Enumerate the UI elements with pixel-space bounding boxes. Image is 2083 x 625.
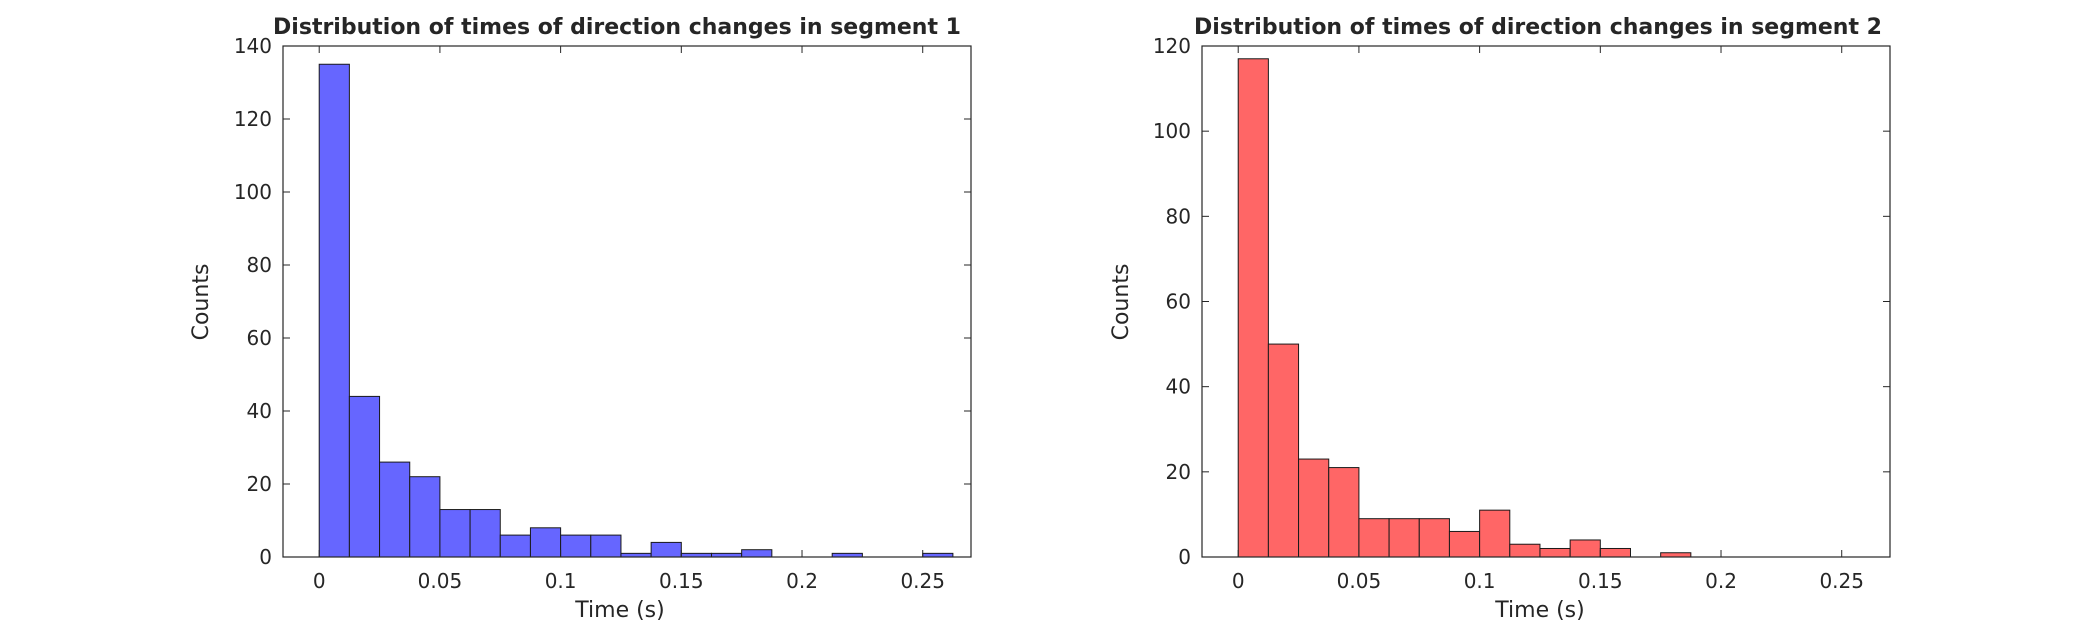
y-tick-label: 80 — [1166, 204, 1191, 228]
histogram-bar — [1237, 58, 1269, 558]
chart-title: Distribution of times of direction chang… — [1194, 15, 1882, 40]
histogram-segment-2: Distribution of times of direction chang… — [1109, 15, 1891, 623]
x-axis-label: Time (s) — [574, 598, 664, 623]
y-tick-label: 60 — [1166, 290, 1191, 314]
x-ticks: 0 0.05 0.1 0.15 0.2 0.25 — [313, 46, 945, 593]
histogram-bar — [741, 549, 773, 558]
histogram-bar — [318, 63, 350, 558]
histogram-bar — [529, 527, 562, 558]
histogram-bar — [1298, 458, 1330, 558]
axes-box — [1201, 45, 1891, 558]
y-tick-label: 120 — [234, 107, 272, 131]
x-tick-label: 0.1 — [545, 569, 577, 593]
x-tick-label: 0.25 — [900, 569, 945, 593]
bar-group — [318, 63, 954, 558]
x-tick-label: 0.2 — [1705, 569, 1737, 593]
histogram-bar — [1388, 518, 1420, 558]
y-tick-label: 60 — [247, 326, 272, 350]
histogram-bar — [439, 509, 471, 558]
y-axis-label: Counts — [1109, 264, 1134, 341]
histogram-segment-1: Distribution of times of direction chang… — [189, 15, 972, 623]
histogram-bar — [1660, 552, 1692, 558]
histogram-bar — [379, 461, 411, 558]
bar-group — [1237, 58, 1692, 558]
histogram-bar — [650, 541, 682, 558]
y-tick-label: 0 — [259, 545, 272, 569]
histogram-bar — [1448, 530, 1481, 558]
x-tick-label: 0.2 — [786, 569, 818, 593]
histogram-bar — [499, 534, 531, 558]
y-tick-label: 100 — [1153, 119, 1191, 143]
histogram-bar — [348, 395, 381, 558]
x-axis-label: Time (s) — [1494, 598, 1584, 623]
y-tick-label: 20 — [1166, 460, 1191, 484]
y-tick-label: 140 — [234, 34, 272, 58]
axes-box — [282, 45, 972, 558]
histogram-bar — [1418, 518, 1450, 558]
histogram-bar — [590, 534, 622, 558]
histogram-bar — [469, 509, 501, 558]
x-ticks: 0 0.05 0.1 0.15 0.2 0.25 — [1232, 46, 1864, 593]
x-tick-label: 0.05 — [418, 569, 463, 593]
y-tick-label: 20 — [247, 472, 272, 496]
y-axis-label: Counts — [189, 264, 214, 341]
histogram-bar — [1267, 343, 1300, 558]
histogram-bar — [409, 476, 441, 558]
y-tick-label: 100 — [234, 180, 272, 204]
histogram-bar — [1509, 543, 1541, 558]
histogram-bar — [1328, 467, 1360, 558]
histogram-bar — [1539, 547, 1571, 558]
y-ticks: 0 20 40 60 80 100 120 — [1153, 34, 1890, 569]
histogram-bar — [1479, 509, 1511, 558]
x-tick-label: 0.15 — [659, 569, 704, 593]
histogram-bar — [1358, 518, 1390, 558]
chart-title: Distribution of times of direction chang… — [273, 15, 961, 40]
x-tick-label: 0 — [1232, 569, 1245, 593]
x-tick-label: 0.25 — [1819, 569, 1864, 593]
x-tick-label: 0.1 — [1464, 569, 1496, 593]
y-tick-label: 0 — [1178, 545, 1191, 569]
histogram-bar — [1599, 547, 1631, 558]
histogram-bar — [1569, 539, 1601, 558]
histogram-bar — [560, 534, 592, 558]
x-tick-label: 0 — [313, 569, 326, 593]
y-tick-label: 120 — [1153, 34, 1191, 58]
x-tick-label: 0.05 — [1337, 569, 1382, 593]
y-tick-label: 40 — [1166, 375, 1191, 399]
y-tick-label: 80 — [247, 253, 272, 277]
x-tick-label: 0.15 — [1578, 569, 1623, 593]
y-tick-label: 40 — [247, 399, 272, 423]
